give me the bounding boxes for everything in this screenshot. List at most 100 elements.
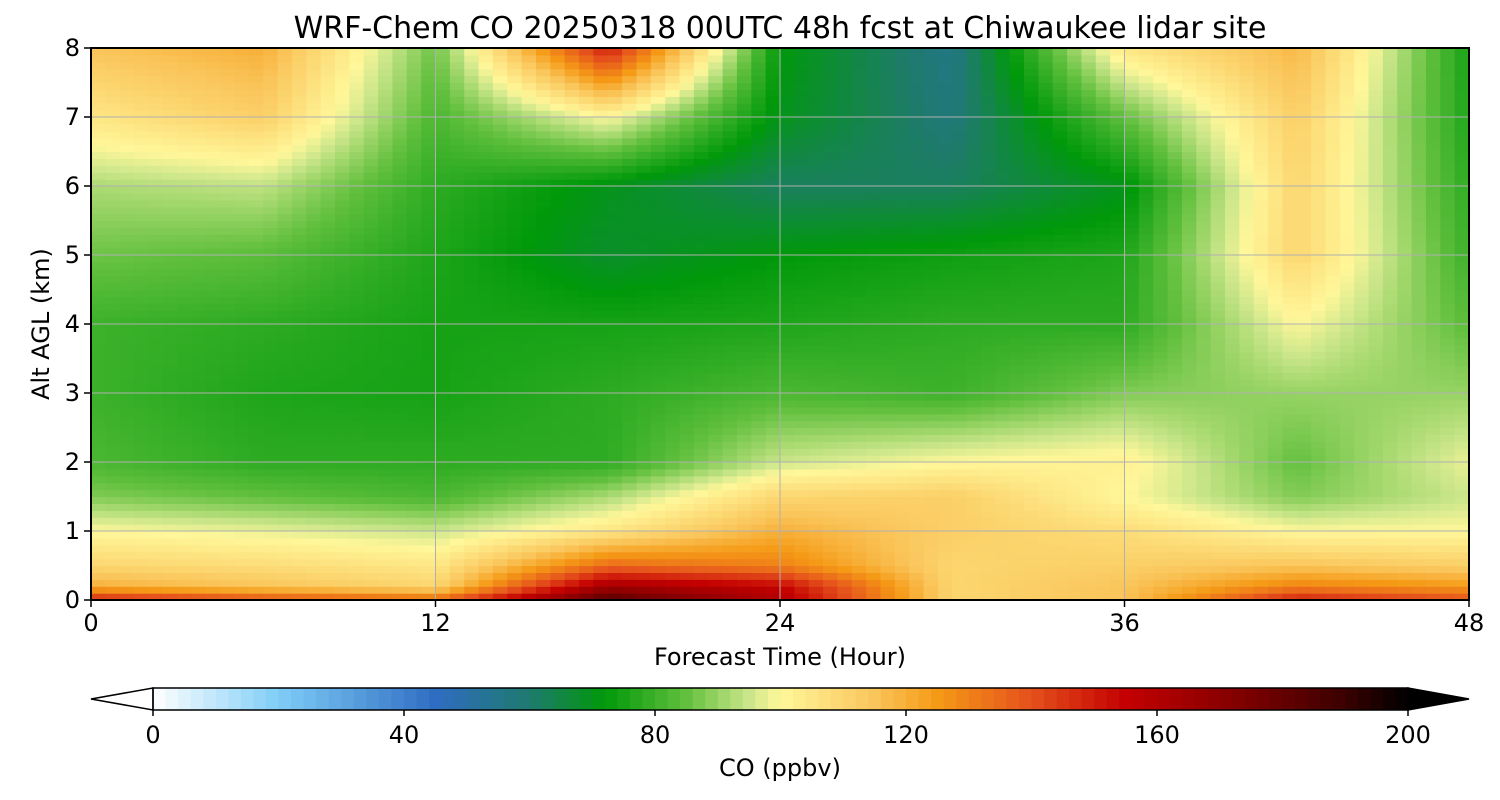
heatmap-cell [1354,579,1370,587]
heatmap-cell [593,275,609,284]
heatmap-cell [1138,565,1154,573]
heatmap-cell [320,503,336,511]
heatmap-cell [406,248,422,256]
heatmap-cell [952,455,968,463]
heatmap-cell [191,289,207,297]
heatmap-cell [1167,344,1183,353]
heatmap-cell [1196,241,1212,249]
heatmap-cell [823,572,839,580]
heatmap-cell [134,420,150,429]
heatmap-cell [564,572,580,580]
heatmap-cell [1268,489,1283,498]
heatmap-cell [205,434,221,442]
heatmap-cell [1052,289,1068,297]
heatmap-cell [579,303,594,311]
heatmap-cell [91,372,106,380]
heatmap-cell [866,255,882,263]
heatmap-cell [1239,593,1255,600]
heatmap-cell [248,351,264,360]
heatmap-cell [866,441,882,449]
heatmap-cell [851,572,867,580]
heatmap-cell [535,441,551,449]
heatmap-cell [636,386,652,394]
heatmap-cell [937,344,953,353]
heatmap-cell [1009,310,1025,318]
heatmap-cell [435,372,451,380]
heatmap-cell [248,524,264,532]
heatmap-cell [679,282,695,291]
heatmap-cell [1224,524,1240,532]
heatmap-cell [1253,268,1269,277]
heatmap-cell [478,330,494,339]
heatmap-cell [1181,544,1197,553]
heatmap-cell [1253,489,1269,498]
heatmap-cell [1296,324,1312,332]
heatmap-cell [205,572,221,580]
heatmap-cell [650,455,666,463]
heatmap-cell [579,248,594,256]
heatmap-cell [507,496,523,504]
heatmap-cell [923,544,939,553]
heatmap-cell [1124,317,1140,325]
heatmap-cell [952,475,968,484]
heatmap-cell [607,317,623,325]
heatmap-cell [636,261,652,270]
heatmap-cell [923,462,939,470]
heatmap-cell [1253,255,1269,263]
heatmap-cell [851,482,867,491]
heatmap-cell [406,462,422,470]
heatmap-cell [1224,330,1240,339]
heatmap-cell [1311,544,1327,553]
heatmap-cell [722,427,738,435]
heatmap-cell [765,544,781,553]
heatmap-cell [1397,420,1413,429]
heatmap-cell [1382,275,1398,284]
heatmap-cell [263,531,279,539]
heatmap-cell [952,544,968,553]
heatmap-cell [263,455,279,463]
heatmap-cell [191,531,207,539]
heatmap-cell [593,255,609,263]
heatmap-cell [880,317,896,325]
heatmap-cell [780,579,795,587]
heatmap-cell [622,372,638,380]
heatmap-cell [1296,434,1312,442]
heatmap-cell [492,489,508,498]
heatmap-cell [291,434,307,442]
heatmap-cell [679,255,695,263]
heatmap-cell [880,586,896,594]
heatmap-cell [1397,510,1413,518]
heatmap-cell [736,289,752,297]
heatmap-cell [349,482,365,491]
heatmap-cell [205,475,221,484]
heatmap-cell [1454,248,1469,256]
heatmap-cell [751,351,767,360]
heatmap-cell [636,303,652,311]
heatmap-cell [1038,579,1054,587]
heatmap-cell [1268,241,1283,249]
heatmap-cell [693,462,709,470]
heatmap-cell [421,537,437,546]
heatmap-cell [894,255,910,263]
heatmap-cell [378,365,394,373]
heatmap-cell [909,544,925,553]
heatmap-cell [335,434,350,442]
heatmap-cell [1397,372,1413,380]
heatmap-cell [1167,386,1183,394]
heatmap-cell [134,310,150,318]
heatmap-cell [894,482,910,491]
heatmap-cell [593,386,609,394]
heatmap-cell [1210,296,1226,304]
heatmap-cell [1311,441,1327,449]
heatmap-cell [277,344,293,353]
heatmap-cell [765,565,781,573]
heatmap-cell [1210,393,1226,401]
heatmap-cell [765,537,781,546]
heatmap-cell [1224,303,1240,311]
heatmap-cell [1239,303,1255,311]
heatmap-cell [435,551,451,560]
heatmap-cell [291,558,307,567]
heatmap-cell [579,558,594,567]
heatmap-cell [205,510,221,518]
heatmap-cell [392,406,408,415]
